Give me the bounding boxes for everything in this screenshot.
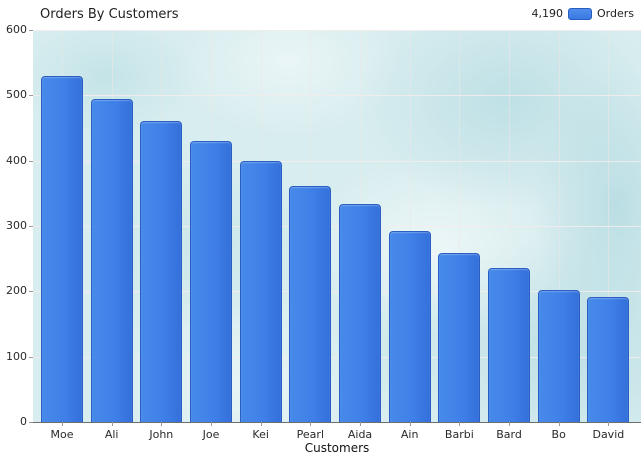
y-axis-label-400: 400	[6, 153, 27, 167]
x-axis-line	[29, 422, 641, 423]
gridline-y-600	[33, 30, 641, 31]
chart-title: Orders By Customers	[40, 7, 179, 22]
legend-series-label: Orders	[597, 7, 634, 20]
x-axis-tick-ali	[111, 422, 113, 426]
bar-bard[interactable]	[488, 268, 531, 422]
bar-aida[interactable]	[339, 204, 382, 422]
x-axis-tick-david	[608, 422, 610, 426]
y-axis-tick-200	[29, 291, 33, 293]
x-axis-label-ali: Ali	[104, 428, 119, 441]
bar-pearl[interactable]	[289, 185, 332, 422]
gridline-x-ain	[409, 30, 411, 422]
legend-swatch-icon	[568, 7, 592, 20]
x-axis-tick-joe	[211, 422, 212, 426]
bar-david[interactable]	[587, 297, 630, 422]
x-axis-tick-bo	[558, 422, 560, 426]
x-axis-label-bard: Bard	[496, 428, 522, 441]
bar-ain[interactable]	[388, 230, 431, 422]
x-axis-label-ain: Ain	[400, 428, 419, 441]
y-axis-label-500: 500	[6, 88, 27, 102]
y-axis-tick-0	[29, 422, 33, 423]
legend-total: 4,190	[531, 7, 564, 20]
gridline-y-400	[33, 160, 641, 162]
x-axis-tick-pearl	[310, 422, 312, 426]
x-axis-label-bo: Bo	[551, 428, 566, 441]
y-axis-label-100: 100	[6, 349, 27, 363]
bar-barbi[interactable]	[438, 252, 481, 422]
y-axis-label-200: 200	[6, 284, 27, 298]
x-axis-label-kei: Kei	[252, 428, 269, 441]
gridline-x-bo	[558, 30, 560, 422]
bar-kei[interactable]	[239, 160, 282, 422]
y-axis-tick-400	[29, 160, 33, 162]
gridline-y-100	[33, 356, 641, 358]
x-axis-label-barbi: Barbi	[444, 428, 474, 441]
y-axis-tick-300	[29, 226, 33, 227]
x-axis-tick-barbi	[459, 422, 461, 426]
y-axis-tick-500	[29, 95, 33, 97]
x-axis-tick-ain	[409, 422, 411, 426]
legend-item[interactable]: 4,190 Orders	[532, 7, 635, 20]
x-axis-label-joe: Joe	[202, 428, 220, 441]
x-axis-label-john: John	[149, 428, 174, 441]
y-axis-label-300: 300	[6, 219, 27, 232]
x-axis-tick-moe	[62, 422, 63, 426]
gridline-x-david	[608, 30, 610, 422]
plot-area	[33, 30, 641, 422]
x-axis-label-pearl: Pearl	[296, 428, 324, 441]
bar-bo[interactable]	[537, 290, 580, 422]
gridline-x-bard	[509, 30, 511, 422]
x-axis-tick-kei	[260, 422, 262, 426]
bar-moe[interactable]	[41, 75, 83, 422]
y-axis-tick-600	[29, 30, 33, 31]
gridline-y-500	[33, 95, 641, 97]
bar-joe[interactable]	[190, 141, 232, 422]
bar-ali[interactable]	[90, 98, 133, 422]
x-axis-tick-aida	[360, 422, 362, 426]
x-axis-tick-bard	[509, 422, 511, 426]
y-axis-tick-100	[29, 356, 33, 358]
x-axis-label-moe: Moe	[50, 428, 74, 441]
y-axis-label-600: 600	[6, 23, 27, 36]
x-axis-tick-john	[161, 422, 163, 426]
x-axis-title: Customers	[304, 441, 370, 455]
gridline-y-300	[33, 226, 641, 227]
bar-john[interactable]	[140, 121, 183, 422]
x-axis-label-aida: Aida	[347, 428, 373, 441]
gridline-x-barbi	[459, 30, 461, 422]
gridline-y-200	[33, 291, 641, 293]
x-axis-label-david: David	[592, 428, 625, 441]
y-axis-label-0: 0	[20, 415, 27, 428]
